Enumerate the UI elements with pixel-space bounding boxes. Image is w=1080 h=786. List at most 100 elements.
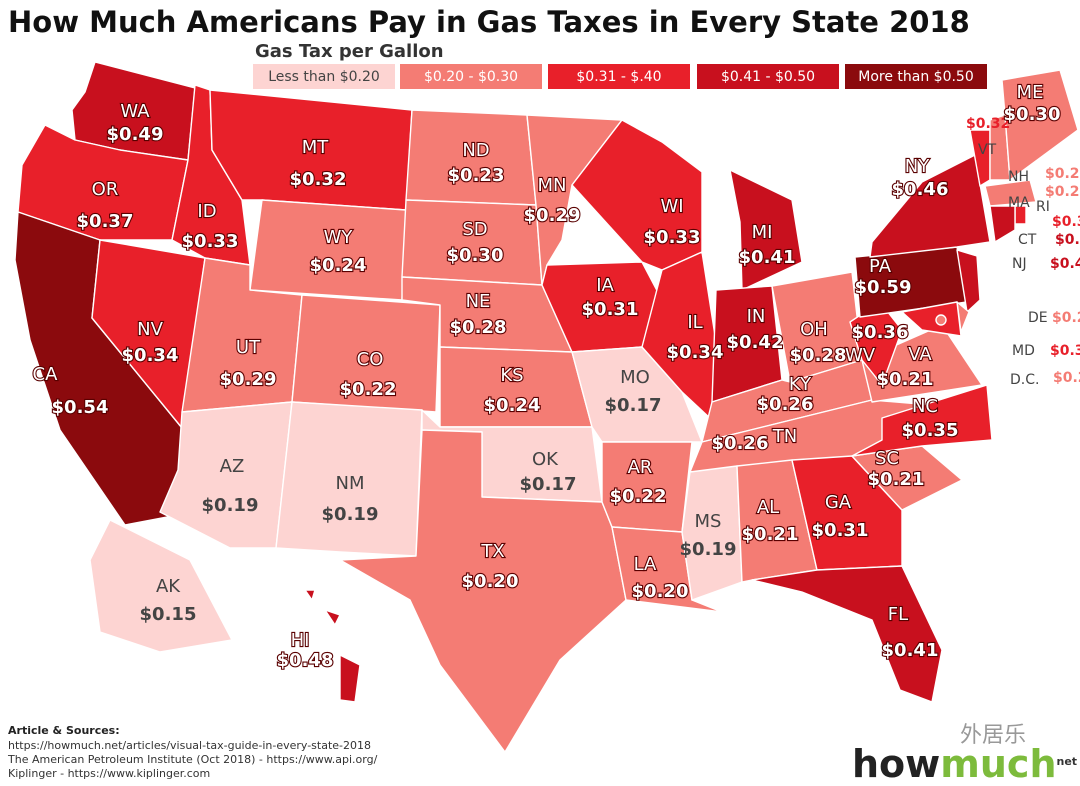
title: How Much Americans Pay in Gas Taxes in E… [8, 5, 970, 39]
state [869, 154, 991, 258]
value-label: $0.22 [610, 486, 667, 507]
state-code: UT [236, 337, 261, 358]
state-code: LA [634, 554, 657, 575]
source-line: https://howmuch.net/articles/visual-tax-… [8, 739, 371, 752]
state [401, 199, 543, 286]
value-label: $0.17 [605, 395, 662, 416]
legend-label: More than $0.50 [858, 69, 974, 85]
value-label: $0.32 [290, 169, 347, 190]
state-code: DE [1028, 310, 1048, 326]
state-code: TN [772, 426, 797, 447]
value-label: $0.28 [790, 345, 847, 366]
legend-swatch [548, 64, 690, 89]
state-code: MO [620, 367, 650, 388]
source-line: Kiplinger - https://www.kiplinger.com [8, 767, 210, 780]
legend: Less than $0.20 $0.20 - $0.30 $0.31 - $.40… [253, 64, 987, 89]
value-label: $0.34 [1052, 214, 1080, 230]
state [935, 314, 947, 326]
state [304, 589, 316, 601]
value-label: $0.42 [727, 332, 784, 353]
state-code: NV [137, 319, 163, 340]
state-code: NH [1008, 169, 1029, 185]
brand-much: much [940, 742, 1056, 786]
state-code: MD [1012, 343, 1035, 359]
value-label: $0.44 [1055, 232, 1080, 248]
value-label: $0.15 [140, 604, 197, 625]
state-code: WA [120, 101, 150, 122]
value-label: $0.24 [1045, 166, 1080, 182]
state-code: MA [1008, 195, 1030, 211]
state-code: MS [695, 511, 722, 532]
value-label: $0.46 [892, 179, 949, 200]
state-code: NY [905, 156, 930, 177]
state [249, 199, 407, 301]
value-label: $0.30 [447, 245, 504, 266]
state [275, 401, 423, 557]
sources-heading: Article & Sources: [8, 724, 120, 737]
state-code: HI [291, 630, 310, 651]
value-label: $0.29 [220, 369, 277, 390]
value-label: $0.54 [52, 397, 109, 418]
value-label: $0.21 [877, 369, 934, 390]
value-label: $0.30 [1004, 104, 1061, 125]
state-code: MN [538, 175, 567, 196]
state-code: GA [825, 492, 852, 513]
value-label: $0.35 [1050, 343, 1080, 359]
value-label: $0.32 [966, 116, 1010, 132]
state [339, 429, 627, 753]
legend-title: Gas Tax per Gallon [255, 41, 444, 62]
legend-swatch [253, 64, 395, 89]
value-label: $0.26 [712, 433, 769, 454]
state-code: NC [912, 396, 938, 417]
state-code: IN [747, 306, 766, 327]
value-label: $0.21 [868, 469, 925, 490]
state [751, 565, 943, 703]
state-labels: WA$0.49 OR $0.37 CA $0.54 NV $0.34 ID $0.33 MT $0.… [31, 81, 1080, 672]
state [89, 519, 233, 653]
state-code: VA [908, 344, 932, 365]
state-code: RI [1036, 199, 1050, 215]
value-label: $0.41 [882, 640, 939, 661]
state [611, 526, 723, 613]
brand-net: net [1057, 755, 1078, 768]
state-code: WI [660, 196, 683, 217]
brand-how: how [852, 742, 940, 786]
legend-label: $0.20 - $0.30 [424, 69, 518, 85]
state-code: KY [789, 374, 812, 395]
legend-label: $0.31 - $.40 [576, 69, 661, 85]
state-code: VT [978, 142, 997, 158]
state-code: WY [324, 227, 354, 248]
value-label: $0.36 [852, 322, 909, 343]
state-code: TX [480, 541, 504, 562]
state-code: SD [462, 219, 487, 240]
value-label: $0.21 [742, 524, 799, 545]
state-code: WV [845, 345, 876, 366]
state [861, 324, 983, 403]
value-label: $0.33 [182, 231, 239, 252]
value-label: $0.49 [107, 124, 164, 145]
brand-logo: howmuchnet [852, 742, 1077, 786]
value-label: $0.19 [322, 504, 379, 525]
value-label: $0.20 [462, 571, 519, 592]
state [984, 179, 1037, 207]
state-code: CA [33, 364, 59, 385]
state [339, 654, 361, 703]
value-label: $0.22 [340, 379, 397, 400]
state [791, 455, 903, 571]
value-label: $0.48 [277, 650, 334, 671]
state [851, 384, 993, 457]
state-code: FL [888, 604, 908, 625]
state-code: OR [92, 179, 119, 200]
value-label: $0.37 [77, 211, 134, 232]
state [681, 465, 743, 601]
state [901, 301, 962, 337]
state-code: IL [687, 312, 702, 333]
states [14, 61, 1079, 753]
state-code: KS [500, 365, 523, 386]
state-code: NM [336, 473, 365, 494]
legend-label: $0.41 - $0.50 [721, 69, 815, 85]
state-code: ME [1017, 82, 1044, 103]
value-label: $0.31 [812, 520, 869, 541]
state-code: OH [800, 319, 828, 340]
